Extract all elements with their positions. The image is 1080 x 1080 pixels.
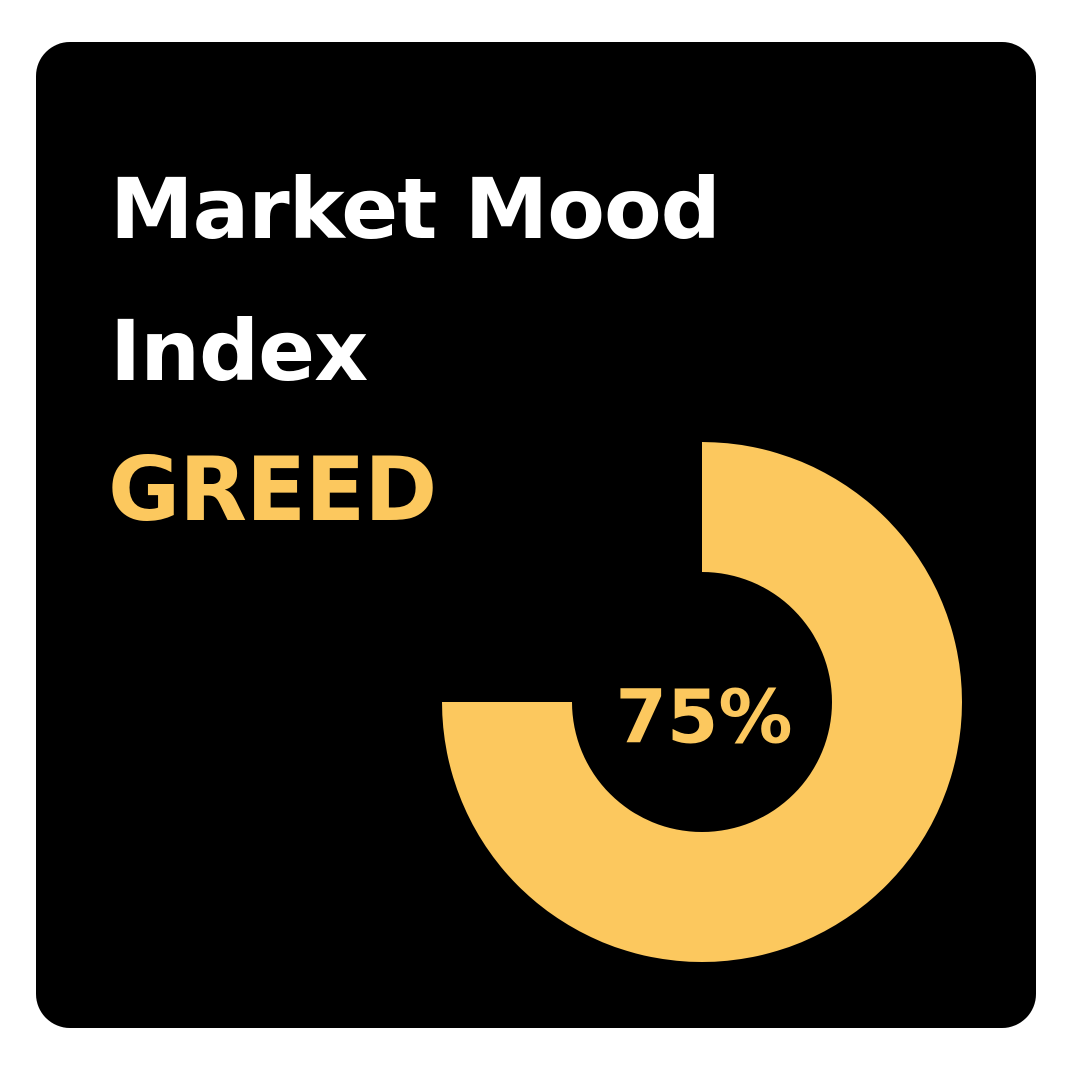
mood-status-label: GREED [108, 438, 437, 541]
donut-value-label: 75% [615, 675, 792, 761]
donut-slices [442, 442, 962, 962]
title-line-2: Index [110, 302, 368, 400]
title-line-1: Market Mood [110, 160, 721, 258]
market-mood-card: Market Mood Index GREED 75% [36, 42, 1036, 1028]
donut-slice-2 [442, 442, 702, 702]
donut-slice-1 [442, 442, 962, 962]
card-title: Market Mood Index [110, 138, 970, 422]
mood-donut-chart: 75% [442, 442, 962, 962]
